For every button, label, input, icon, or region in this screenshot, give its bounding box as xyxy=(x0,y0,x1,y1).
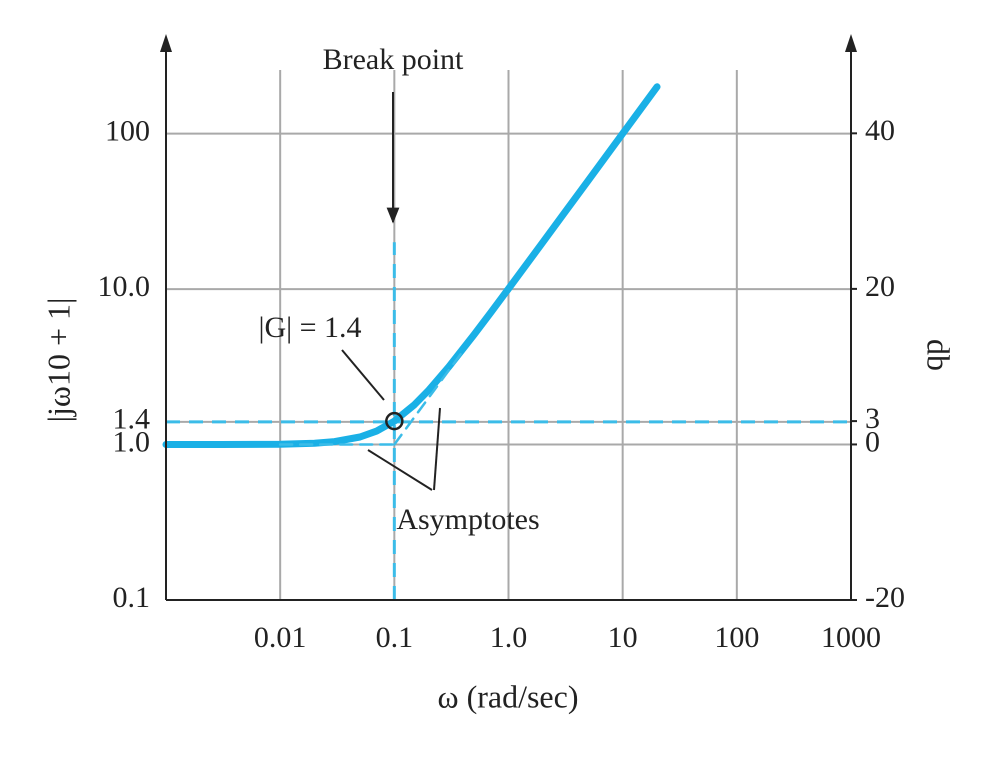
asymptotes-label: Asymptotes xyxy=(396,503,539,536)
x-axis-label: ω (rad/sec) xyxy=(438,678,579,714)
x-tick-label: 0.01 xyxy=(254,621,307,654)
x-tick-label: 10 xyxy=(608,621,638,654)
y-tick-label: 1.0 xyxy=(113,425,151,458)
asymptote xyxy=(393,349,465,446)
marker-point xyxy=(385,411,404,431)
y-tick-label: 100 xyxy=(105,114,150,147)
y2-tick-label: 3 xyxy=(865,402,880,435)
y-axis-arrow xyxy=(160,34,172,52)
y2-tick-label: 20 xyxy=(865,270,895,303)
asymptote-leader xyxy=(367,449,433,491)
break-point-label: Break point xyxy=(323,43,464,76)
axes xyxy=(160,34,857,601)
y-tick-label: 0.1 xyxy=(113,581,151,614)
y2-tick-label: 40 xyxy=(865,114,895,147)
y2-axis-label: db xyxy=(921,339,957,371)
y-axis-label: |jω10 + 1| xyxy=(40,298,76,423)
x-tick-label: 0.1 xyxy=(376,621,414,654)
marker-leader xyxy=(341,349,385,401)
y-tick-label: 1.4 xyxy=(113,403,151,436)
x-tick-label: 1.0 xyxy=(490,621,528,654)
y2-axis-arrow xyxy=(845,34,857,52)
x-tick-label: 100 xyxy=(714,621,759,654)
y2-tick-label: 0 xyxy=(865,425,880,458)
y2-tick-label: -20 xyxy=(865,581,905,614)
curve xyxy=(162,83,661,449)
asymptote-leader xyxy=(433,407,441,491)
plot-area xyxy=(162,83,851,600)
x-tick-label: 1000 xyxy=(821,621,881,654)
marker-label: |G| = 1.4 xyxy=(258,311,361,344)
y-tick-label: 10.0 xyxy=(98,270,151,303)
